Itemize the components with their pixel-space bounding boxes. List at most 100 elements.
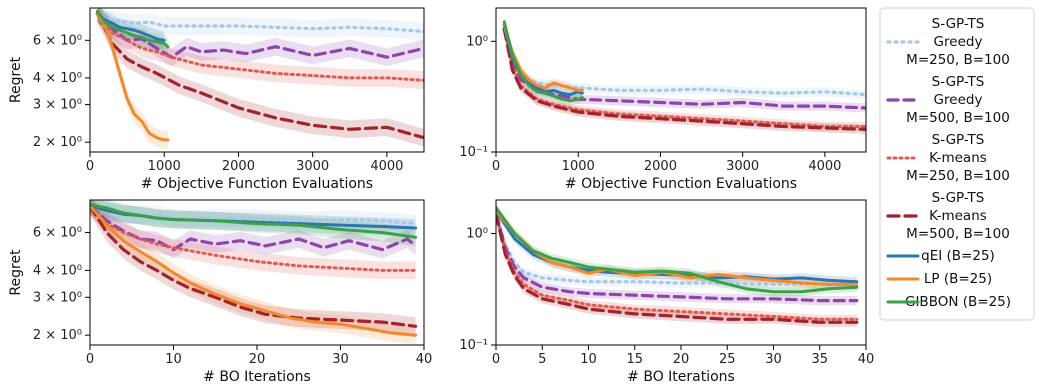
band-gibbon xyxy=(496,203,857,297)
panel-4: 0 5 10 15 20 25 30 35 40 10⁻¹ 10⁰ # BO Iterations xyxy=(459,199,875,385)
legend: S-GP-TS Greedy M=250, B=100 S-GP-TS Greedy M=… xyxy=(879,7,1035,321)
x-tick-label: 1000 xyxy=(148,159,181,174)
band-sgp_g250 xyxy=(97,8,424,41)
y-axis-label: Regret xyxy=(8,56,24,103)
x-tick-label: 30 xyxy=(765,352,782,367)
band-lp xyxy=(90,200,416,345)
line-sgp_g250 xyxy=(496,212,859,288)
band-sgp_k250 xyxy=(504,24,866,132)
line-sgp_k500 xyxy=(502,27,866,131)
x-tick-label: 40 xyxy=(416,352,433,367)
legend-label: S-GP-TS xyxy=(932,132,985,148)
line-gibbon xyxy=(502,20,584,103)
legend-label: M=250, B=100 xyxy=(906,168,1010,184)
panel-2: 0 1000 2000 3000 4000 10⁻¹ 10⁰ # Objective Func… xyxy=(459,7,867,192)
y-tick-label: 10⁰ xyxy=(466,227,488,242)
x-tick-label: 2000 xyxy=(644,159,677,174)
x-tick-label: 5 xyxy=(538,352,546,367)
x-tick-label: 0 xyxy=(86,352,94,367)
band-sgp_k250 xyxy=(90,200,416,280)
x-axis-label: # BO Iterations xyxy=(203,369,311,385)
line-lp xyxy=(90,204,418,337)
band-sgp_k250 xyxy=(97,8,424,90)
legend-label: K-means xyxy=(929,150,987,166)
legend-label: Greedy xyxy=(934,92,983,108)
plot-area xyxy=(496,203,859,327)
panel-1: 0 1000 2000 3000 4000 2 × 10⁰ 3 × 10⁰ 4 × 10⁰ 6 … xyxy=(8,7,425,192)
line-lp xyxy=(496,209,859,286)
band-sgp_g500 xyxy=(504,24,866,113)
y-tick-label: 10⁻¹ xyxy=(459,145,488,160)
y-tick-label: 4 × 10⁰ xyxy=(33,263,82,278)
x-tick-label: 1000 xyxy=(562,159,595,174)
line-sgp_g500 xyxy=(502,27,866,110)
x-tick-label: 20 xyxy=(249,352,266,367)
line-sgp_k500 xyxy=(496,212,859,324)
x-tick-label: 3000 xyxy=(726,159,759,174)
x-tick-label: 25 xyxy=(719,352,736,367)
line-sgp_g250 xyxy=(90,204,418,226)
x-tick-label: 3000 xyxy=(296,159,329,174)
x-axis-label: # BO Iterations xyxy=(627,369,735,385)
y-tick-label: 10⁰ xyxy=(466,34,488,49)
x-tick-label: 10 xyxy=(165,352,182,367)
x-tick-label: 30 xyxy=(332,352,349,367)
line-sgp_k250 xyxy=(90,204,418,272)
y-tick-label: 2 × 10⁰ xyxy=(33,135,82,150)
line-lp xyxy=(95,13,170,142)
plot-area xyxy=(90,200,418,345)
legend-label: qEI (B=25) xyxy=(921,248,995,264)
legend-label: S-GP-TS xyxy=(932,16,985,32)
legend-frame xyxy=(879,7,1035,321)
legend-label: S-GP-TS xyxy=(932,190,985,206)
line-lp xyxy=(502,23,584,92)
x-tick-label: 0 xyxy=(492,352,500,367)
x-tick-label: 4000 xyxy=(370,159,403,174)
x-tick-label: 0 xyxy=(492,159,500,174)
line-sgp_g500 xyxy=(90,204,418,252)
band-sgp_k250 xyxy=(496,209,857,324)
axes-frame xyxy=(89,7,425,153)
y-tick-label: 4 × 10⁰ xyxy=(33,71,82,86)
legend-label: S-GP-TS xyxy=(932,74,985,90)
x-tick-label: 35 xyxy=(811,352,828,367)
axes-frame xyxy=(495,7,867,153)
line-sgp_k500 xyxy=(95,12,424,140)
band-sgp_g250 xyxy=(504,24,866,100)
legend-label: M=250, B=100 xyxy=(906,52,1010,68)
x-axis-label: # Objective Function Evaluations xyxy=(141,176,373,192)
x-tick-label: 15 xyxy=(626,352,643,367)
x-axis-label: # Objective Function Evaluations xyxy=(565,176,797,192)
band-gibbon xyxy=(504,17,583,106)
x-tick-label: 20 xyxy=(673,352,690,367)
line-qei xyxy=(95,12,166,42)
y-tick-label: 2 × 10⁰ xyxy=(33,328,82,343)
legend-label: K-means xyxy=(929,208,987,224)
legend-label: GIBBON (B=25) xyxy=(905,294,1011,310)
line-sgp_k250 xyxy=(95,12,424,82)
line-gibbon xyxy=(95,9,170,49)
x-tick-label: 2000 xyxy=(222,159,255,174)
plot-area xyxy=(502,17,866,135)
legend-label: Greedy xyxy=(934,34,983,50)
x-tick-label: 4000 xyxy=(808,159,841,174)
y-tick-label: 3 × 10⁰ xyxy=(33,290,82,305)
legend-label: LP (B=25) xyxy=(924,271,992,287)
y-axis-label: Regret xyxy=(8,249,24,296)
y-tick-label: 3 × 10⁰ xyxy=(33,98,82,113)
line-sgp_k500 xyxy=(90,204,418,328)
line-gibbon xyxy=(90,203,418,239)
line-sgp_g500 xyxy=(496,212,859,303)
plot-area xyxy=(95,8,424,149)
legend-label: M=500, B=100 xyxy=(906,110,1010,126)
x-tick-label: 10 xyxy=(580,352,597,367)
line-sgp_g500 xyxy=(95,12,424,59)
band-sgp_g250 xyxy=(496,209,857,291)
x-tick-label: 0 xyxy=(86,159,94,174)
y-tick-label: 6 × 10⁰ xyxy=(33,226,82,241)
legend-label: M=500, B=100 xyxy=(906,226,1010,242)
y-tick-label: 6 × 10⁰ xyxy=(33,33,82,48)
x-tick-label: 40 xyxy=(858,352,875,367)
y-tick-label: 10⁻¹ xyxy=(459,338,488,353)
